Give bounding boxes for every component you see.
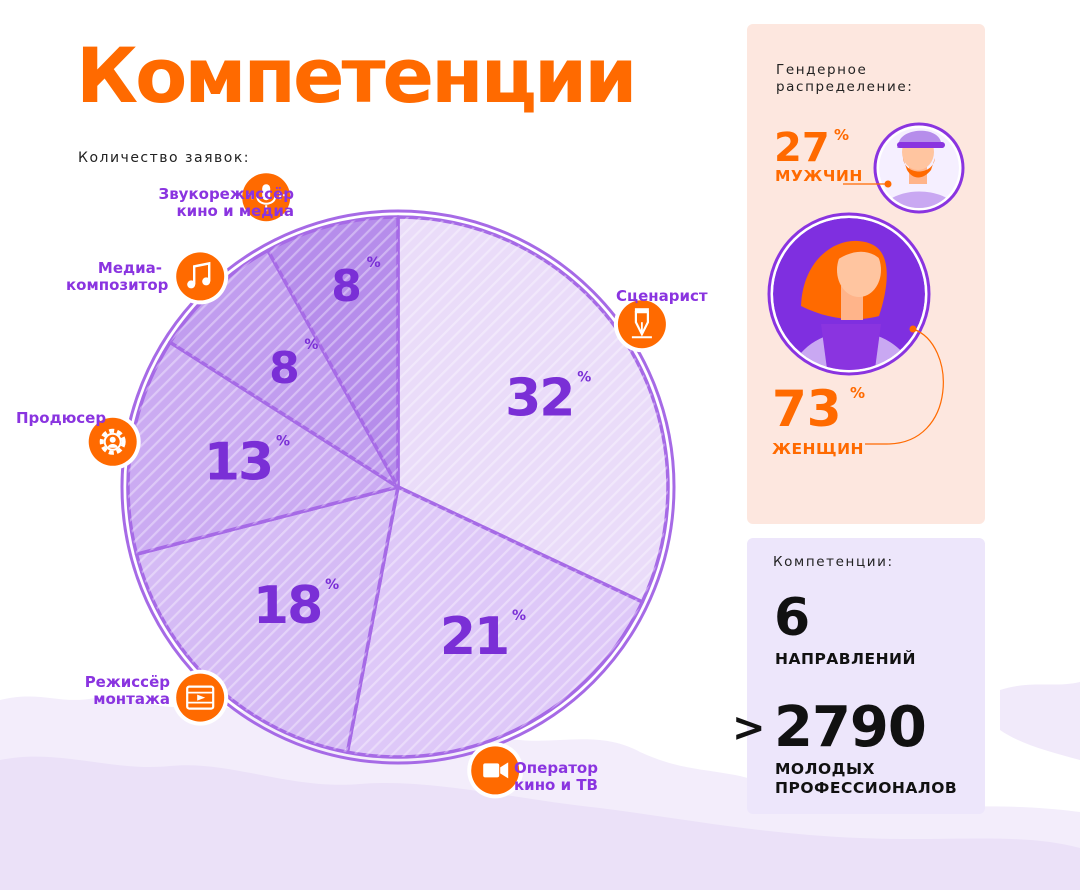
competencies-panel bbox=[747, 538, 985, 814]
directions-label: НАПРАВЛЕНИЙ bbox=[775, 650, 916, 668]
label-producer: Продюсер bbox=[16, 409, 107, 427]
gender-illustration bbox=[767, 122, 965, 445]
pie-chart: 32 %21 %18 %13 %8 %8% bbox=[84, 169, 676, 799]
pct-value-3: 18 bbox=[253, 576, 321, 636]
pct-value-1: 32 bbox=[505, 368, 573, 428]
slice-5-hatch bbox=[170, 250, 398, 487]
pct-value-2: 21 bbox=[440, 607, 508, 667]
chart-subtitle: Количество заявок: bbox=[78, 150, 250, 166]
men-label: МУЖЧИН bbox=[775, 167, 863, 185]
pct-sign-6: % bbox=[367, 255, 381, 271]
pct-sign-1: % bbox=[577, 369, 591, 385]
label-montage: Режиссёр монтажа bbox=[84, 673, 170, 709]
fountain-pen-icon bbox=[613, 296, 670, 353]
microphone-icon bbox=[238, 169, 295, 226]
producer-gear-icon bbox=[84, 413, 141, 470]
pct-value-6: 8 bbox=[331, 261, 360, 312]
label-sound: Звукорежиссёр кино и медиа bbox=[158, 185, 294, 221]
pct-sign-4: % bbox=[276, 434, 290, 450]
gender-caption: Гендерное распределение: bbox=[776, 62, 914, 95]
competencies-caption: Компетенции: bbox=[773, 554, 894, 570]
slice-2-hatch bbox=[347, 487, 643, 758]
women-percent-sign: % bbox=[850, 384, 866, 402]
pct-sign-5: % bbox=[304, 337, 318, 353]
man-avatar-icon bbox=[843, 122, 965, 214]
music-note-icon bbox=[172, 248, 229, 305]
page-title: Компетенции bbox=[76, 31, 637, 120]
greater-than-sign: > bbox=[732, 705, 766, 751]
pct-sign-2: % bbox=[512, 608, 526, 624]
film-frame-icon bbox=[172, 669, 229, 726]
label-operator: Оператор кино и ТВ bbox=[514, 759, 598, 795]
label-scenarist: Сценарист bbox=[616, 287, 708, 305]
woman-avatar-icon bbox=[767, 212, 944, 445]
label-composer: Медиа- композитор bbox=[66, 259, 169, 295]
pie-outer-ring bbox=[120, 209, 676, 765]
men-value: 27 bbox=[774, 125, 830, 171]
women-value: 73 bbox=[772, 380, 842, 438]
slice-1-hatch bbox=[398, 217, 668, 602]
pct-value-5: 8 bbox=[269, 343, 298, 394]
slice-4-hatch bbox=[127, 342, 398, 555]
slice-6-hatch bbox=[267, 217, 398, 487]
women-label: ЖЕНЩИН bbox=[772, 440, 865, 458]
participants-value: 2790 bbox=[774, 695, 927, 760]
video-camera-icon bbox=[467, 742, 524, 799]
participants-label: МОЛОДЫХ ПРОФЕССИОНАЛОВ bbox=[775, 760, 958, 797]
pct-value-4: 13 bbox=[204, 433, 272, 493]
directions-value: 6 bbox=[774, 588, 811, 648]
men-percent-sign: % bbox=[834, 126, 850, 144]
slice-3-hatch bbox=[136, 487, 399, 753]
pct-sign-3: % bbox=[325, 577, 339, 593]
